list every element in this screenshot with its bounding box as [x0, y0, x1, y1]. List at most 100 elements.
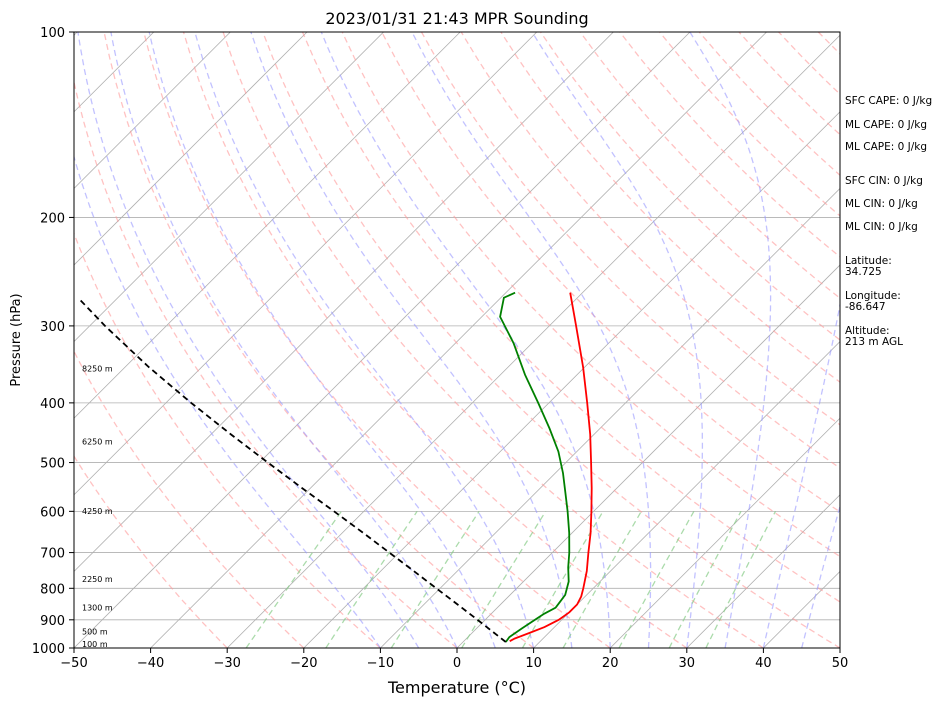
- mixing-ratio-line: [521, 510, 604, 648]
- moist-adiabat: [531, 32, 704, 648]
- dry-adiabat: [74, 454, 228, 648]
- isotherm-line: [456, 264, 840, 648]
- mixing-ratio-line: [562, 510, 642, 648]
- annotation-sfc-cin: SFC CIN: 0 J/kg: [845, 175, 923, 187]
- y-tick-label: 400: [40, 397, 65, 412]
- dewpoint-trace: [499, 291, 571, 643]
- chart-title: 2023/01/31 21:43 MPR Sounding: [325, 9, 588, 28]
- annotation-ml-cin-2: ML CIN: 0 J/kg: [845, 221, 918, 233]
- moist-adiabat: [77, 32, 420, 648]
- x-tick-label: −50: [60, 656, 87, 671]
- isotherm-line: [74, 32, 461, 419]
- mixing-ratio-line: [461, 510, 547, 648]
- x-tick-label: 10: [525, 656, 542, 671]
- isotherm-line: [74, 32, 538, 496]
- mixing-ratio-line: [325, 510, 418, 648]
- y-tick-label: 800: [40, 582, 65, 597]
- height-label: 4250 m: [82, 507, 113, 516]
- height-label: 2250 m: [82, 575, 113, 584]
- latitude-value: 34.725: [845, 266, 882, 278]
- x-tick-label: 40: [755, 656, 772, 671]
- annotation-ml-cin: ML CIN: 0 J/kg: [845, 198, 918, 210]
- height-label: 100 m: [82, 640, 108, 649]
- annotation-ml-cape-2: ML CAPE: 0 J/kg: [845, 141, 927, 153]
- height-label: 6250 m: [82, 438, 113, 447]
- x-tick-label: 0: [453, 656, 461, 671]
- isotherm-line: [74, 32, 691, 648]
- isotherm-line: [0, 32, 1, 648]
- moist-adiabat: [801, 504, 840, 648]
- moist-adiabat: [148, 32, 496, 648]
- sounding-traces: [77, 291, 593, 643]
- isotherm-line: [150, 32, 767, 648]
- x-tick-label: 30: [679, 656, 696, 671]
- y-tick-label: 900: [40, 614, 65, 629]
- dry-adiabat: [182, 32, 688, 648]
- mixing-ratio-line: [245, 510, 342, 648]
- plot-frame: [73, 31, 841, 649]
- x-tick-label: −20: [290, 656, 317, 671]
- parcel-trace: [77, 297, 507, 643]
- isotherm-line: [609, 417, 840, 648]
- moist-adiabat: [411, 32, 652, 648]
- moist-adiabat: [74, 154, 381, 648]
- isotherm-line: [303, 111, 840, 648]
- moist-adiabat: [762, 301, 840, 648]
- y-tick-label: 1000: [32, 642, 65, 657]
- x-axis-label: Temperature (°C): [387, 678, 526, 697]
- longitude-label: Longitude:: [845, 290, 901, 302]
- isotherm-line: [686, 494, 840, 648]
- dry-adiabat: [143, 32, 611, 648]
- y-axis-ticks: 100 200 300 400 500 600 700 800 900 1000: [32, 26, 74, 657]
- height-label: 8250 m: [82, 364, 113, 373]
- latitude-label: Latitude:: [845, 255, 892, 267]
- isotherm-line: [226, 34, 840, 648]
- altitude-label: Altitude:: [845, 325, 890, 337]
- isotherm-line: [74, 32, 308, 266]
- mixing-ratio-line: [618, 510, 695, 648]
- temperature-trace: [509, 292, 593, 642]
- isotherm-line: [533, 341, 840, 648]
- dry-adiabat: [74, 231, 381, 648]
- dry-adiabat: [74, 79, 458, 648]
- x-axis-ticks: −50 −40 −30 −20 −10 0 10 20 30 40 50: [60, 648, 848, 671]
- moist-adiabat: [194, 32, 535, 648]
- altitude-value: 213 m AGL: [845, 336, 903, 348]
- isotherm-line: [74, 32, 231, 189]
- annotation-sfc-cape: SFC CAPE: 0 J/kg: [845, 95, 932, 107]
- x-tick-label: −40: [137, 656, 164, 671]
- moist-adiabat: [250, 32, 573, 648]
- y-tick-label: 600: [40, 505, 65, 520]
- dry-adiabat: [222, 32, 764, 648]
- dry-adiabat: [74, 349, 305, 648]
- annotation-ml-cape: ML CAPE: 0 J/kg: [845, 119, 927, 131]
- isotherm-line: [380, 187, 840, 648]
- mixing-ratio-line: [705, 510, 777, 648]
- height-label: 1300 m: [82, 603, 113, 612]
- moist-adiabat: [689, 32, 772, 648]
- dry-adiabat: [103, 32, 534, 648]
- y-tick-label: 200: [40, 211, 65, 226]
- y-tick-label: 100: [40, 26, 65, 41]
- height-label: 500 m: [82, 627, 108, 636]
- height-labels: 100 m 500 m 1300 m 2250 m 4250 m 6250 m 8250 m: [82, 364, 113, 648]
- moist-adiabat: [110, 32, 458, 648]
- background-lines: [0, 32, 840, 648]
- x-tick-label: −30: [213, 656, 240, 671]
- stats-annotations: SFC CAPE: 0 J/kg ML CAPE: 0 J/kg ML CAPE…: [845, 95, 932, 348]
- moist-adiabat: [320, 32, 611, 648]
- dry-adiabat: [579, 32, 840, 300]
- dry-adiabat: [262, 32, 840, 648]
- y-tick-label: 500: [40, 457, 65, 472]
- y-tick-label: 300: [40, 320, 65, 335]
- x-tick-label: 50: [832, 656, 849, 671]
- x-tick-label: 20: [602, 656, 619, 671]
- isotherm-line: [74, 32, 614, 572]
- mixing-ratio-line: [668, 510, 742, 648]
- y-axis-label: Pressure (hPa): [9, 293, 24, 386]
- x-tick-label: −10: [367, 656, 394, 671]
- longitude-value: -86.647: [845, 301, 886, 313]
- mixing-ratio-line: [390, 510, 480, 648]
- y-tick-label: 700: [40, 547, 65, 562]
